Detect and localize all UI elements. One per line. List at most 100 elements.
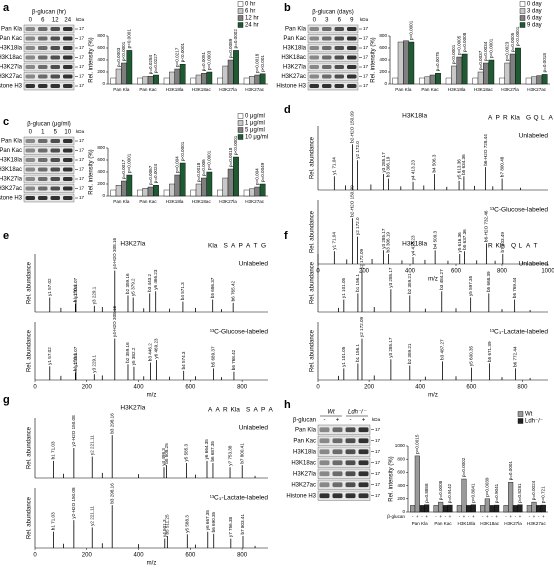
p-value: p=0.0003 [116, 47, 121, 67]
peak-label: y5 382.2 [131, 347, 136, 365]
peak-label: b6-H2O 728.44 [483, 134, 488, 166]
y-tick-label: 400 [97, 57, 105, 62]
sequence-residue: Kla [496, 243, 506, 250]
blot-band [347, 84, 357, 88]
legend-label: 9 day [527, 23, 542, 29]
p-value: p<0.0001 [409, 20, 414, 40]
bar [254, 186, 261, 197]
treatment-sign: - [459, 514, 461, 519]
blot-band [319, 460, 330, 466]
blot-strip [317, 457, 371, 468]
panel-label: h [284, 399, 291, 411]
p-value: p=0.0015 [415, 434, 420, 454]
blot-band [309, 36, 319, 41]
blot-strip [317, 479, 371, 490]
marker-label: 17 [79, 83, 85, 88]
peak-label: b5 689.37 [211, 346, 216, 367]
legend-label: Wt [525, 412, 533, 418]
peak-label: b2-H2O 150.09 [350, 185, 355, 217]
bar [480, 505, 486, 513]
blot-band [38, 84, 48, 88]
bar [142, 76, 149, 85]
blot-band [319, 471, 330, 477]
legend-swatch [237, 134, 244, 140]
blot-band [345, 438, 356, 444]
peak-label: y4 498.3 [161, 448, 166, 466]
lane-label: 6 [338, 18, 342, 24]
blot-band [63, 167, 73, 172]
peak-label: y2-H2O 150.08 [71, 487, 76, 519]
treatment-label: β-glucan [387, 514, 405, 519]
peak-label: y4 501.3 [162, 519, 167, 537]
blot-band [334, 84, 344, 88]
spectrum-title: H3K18la [402, 241, 427, 248]
y-axis-label: Rel. abundance [27, 496, 33, 539]
bar [503, 505, 509, 513]
blot-strip [307, 81, 359, 91]
legend-label: 12 hr [245, 16, 259, 22]
blot-band [358, 471, 369, 477]
blot-band [319, 427, 330, 433]
sequence-residue: P [239, 243, 243, 250]
bar [217, 189, 223, 197]
p-value: p=0.8858 [424, 483, 429, 503]
sequence-residue: A [269, 407, 274, 414]
blot-band [50, 139, 60, 143]
bar [179, 63, 186, 85]
y-tick-label: 800 [397, 456, 405, 461]
x-tick-label: 800 [237, 553, 248, 559]
treatment-sign: + [519, 514, 522, 519]
blot-row-label: H3K18la [283, 46, 307, 52]
series-name: Unlabeled [239, 425, 269, 432]
peak-label: b4 571.3 [180, 282, 185, 300]
blot-band [345, 471, 356, 477]
p-value: p=0.0067 [148, 165, 153, 185]
peak-label: y2 172.09 [359, 316, 364, 337]
blot-band [38, 139, 48, 143]
legend-label: 0 hr [245, 2, 255, 8]
blot-band [332, 471, 343, 477]
x-tick-label: H3K18ac [474, 87, 494, 92]
blot-row-label: H3K27la [293, 471, 317, 477]
peak-label: b3 298.16 [109, 413, 114, 434]
x-tick-label: H3K27ac [527, 521, 547, 526]
p-value: p=0.004 [255, 168, 260, 185]
peak-label: y5 588.3 [185, 515, 190, 533]
bar [526, 505, 532, 513]
blot-header: β-glucan (days) [312, 10, 353, 16]
blot-band [319, 482, 330, 488]
bar [456, 505, 462, 513]
blot-band [38, 74, 48, 79]
y-tick-label: 200 [379, 69, 387, 74]
p-value: p=0.0024 [531, 480, 536, 500]
blot-band [63, 36, 73, 41]
sequence-residue: A [246, 243, 251, 250]
legend-swatch [517, 411, 524, 417]
legend-label: 0 μg/ml [245, 114, 265, 120]
blot-strip [307, 34, 359, 43]
y-tick-label: 0 [384, 81, 387, 86]
bar [517, 504, 523, 513]
p-value: p<0.0001 [515, 26, 520, 46]
peak-label: y1 57.02 [47, 278, 52, 296]
treatment-sign: - [421, 514, 423, 519]
treatment-sign: - [491, 514, 493, 519]
p-value: p=0.9142 [447, 483, 452, 503]
peak-label: b4 509.3 [432, 230, 437, 248]
lane-label: 5 [54, 130, 58, 136]
peak-label: b1 71.03 [51, 441, 56, 459]
peak-label: b3 298.16 [109, 483, 114, 504]
panel-label: d [284, 104, 291, 116]
lane-label: 0 [29, 130, 33, 136]
treatment-sign: + [486, 514, 489, 519]
blot-row-label: Pan Kla [285, 27, 307, 33]
x-tick-label: 400 [415, 385, 426, 391]
legend-label: 1 μg/ml [245, 121, 265, 127]
x-tick-label: Pan Kla [395, 87, 412, 92]
blot-band [347, 55, 357, 60]
blot-band [50, 148, 60, 153]
p-value: p=0.0051 [201, 51, 206, 71]
peak-label: b6 690.35 [211, 511, 216, 532]
legend-label: 10 μg/ml [245, 135, 268, 141]
blot-band [347, 74, 357, 79]
